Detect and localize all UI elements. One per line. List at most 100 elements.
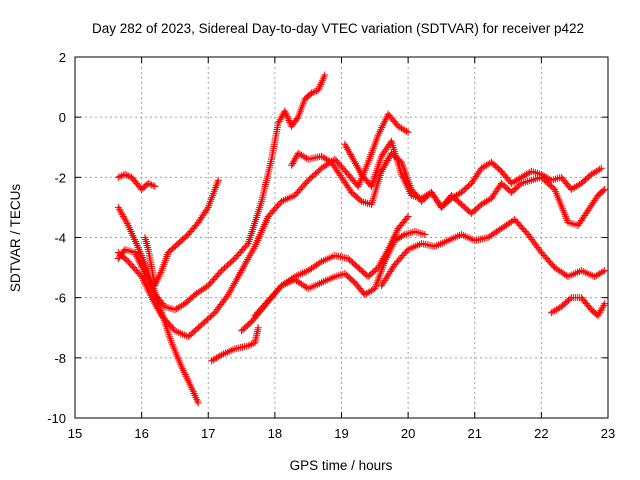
data-point: [149, 182, 157, 190]
data-point: [293, 115, 301, 123]
data-point: [148, 294, 156, 302]
data-point: [244, 342, 252, 350]
data-point: [115, 205, 123, 213]
data-point: [351, 159, 359, 167]
data-point: [379, 164, 387, 172]
data-point: [380, 278, 388, 286]
data-point: [119, 212, 127, 220]
data-point: [348, 154, 356, 162]
y-tick-label: -2: [54, 170, 66, 185]
x-tick-label: 19: [334, 426, 348, 441]
data-point: [352, 161, 360, 169]
data-point: [151, 182, 159, 190]
data-point: [601, 267, 609, 275]
data-point: [124, 172, 132, 180]
y-tick-label: -4: [54, 231, 66, 246]
data-point: [566, 295, 574, 303]
data-point: [151, 299, 159, 307]
data-point: [120, 214, 128, 222]
series-4: [141, 176, 222, 290]
data-point: [384, 155, 392, 163]
data-point: [156, 308, 164, 316]
data-point: [114, 173, 122, 181]
data-point: [248, 340, 256, 348]
data-point: [114, 203, 122, 211]
data-point: [378, 166, 386, 174]
data-point: [243, 241, 251, 249]
data-point: [599, 268, 607, 276]
series-3: [114, 71, 329, 314]
chart-title: Day 282 of 2023, Sidereal Day-to-day VTE…: [92, 21, 584, 36]
series-8: [251, 227, 429, 320]
x-tick-label: 16: [134, 426, 148, 441]
data-point: [213, 180, 221, 188]
data-point: [214, 178, 222, 186]
data-point: [566, 184, 574, 192]
data-point: [385, 269, 393, 277]
data-point: [123, 171, 131, 179]
axis-ticks: 15 16 17 18 19 20 21 22 23 -10 -8 -6 -4 -2 0 2: [47, 50, 615, 441]
data-point: [246, 341, 254, 349]
data-point: [203, 205, 211, 213]
data-point: [380, 162, 388, 170]
data-point: [404, 212, 412, 220]
data-point: [355, 167, 363, 175]
data-point: [360, 289, 368, 297]
data-point: [123, 220, 131, 228]
x-tick-label: 18: [268, 426, 282, 441]
y-tick-label: 0: [59, 110, 66, 125]
data-point: [389, 264, 397, 272]
data-point: [194, 399, 202, 407]
data-point: [421, 230, 429, 238]
y-tick-label: 2: [59, 50, 66, 65]
data-point: [387, 266, 395, 274]
data-points: [114, 71, 609, 407]
data-point: [254, 324, 262, 332]
y-tick-label: -8: [54, 351, 66, 366]
y-axis-label: SDTVAR / TECUs: [8, 184, 23, 293]
data-point: [399, 231, 407, 239]
x-tick-label: 17: [201, 426, 215, 441]
y-tick-label: -6: [54, 291, 66, 306]
x-tick-label: 15: [68, 426, 82, 441]
x-tick-label: 21: [468, 426, 482, 441]
data-point: [311, 88, 319, 96]
data-point: [597, 164, 605, 172]
data-point: [316, 259, 324, 267]
data-point: [308, 89, 316, 97]
data-point: [321, 71, 329, 79]
x-tick-label: 20: [401, 426, 415, 441]
data-point: [596, 165, 604, 173]
data-point: [216, 352, 224, 360]
data-point: [403, 214, 411, 222]
data-point: [309, 88, 317, 96]
data-point: [118, 172, 126, 180]
y-tick-label: -10: [47, 411, 66, 426]
data-point: [383, 273, 391, 281]
data-point: [384, 271, 392, 279]
data-point: [601, 300, 609, 308]
data-point: [116, 173, 124, 181]
data-point: [152, 301, 160, 309]
data-point: [153, 303, 161, 311]
data-point: [122, 218, 130, 226]
x-axis-label: GPS time / hours: [290, 458, 393, 473]
data-point: [353, 163, 361, 171]
data-point: [599, 187, 607, 195]
data-point: [383, 156, 391, 164]
data-point: [144, 179, 152, 187]
data-point: [150, 297, 158, 305]
data-point: [600, 301, 608, 309]
data-point: [601, 185, 609, 193]
data-point: [347, 152, 355, 160]
data-point: [402, 127, 410, 135]
data-point: [350, 158, 358, 166]
series-2: [114, 170, 159, 193]
data-point: [404, 128, 412, 136]
data-point: [214, 176, 222, 184]
series-12: [547, 294, 609, 320]
data-point: [116, 207, 124, 215]
data-point: [212, 184, 220, 192]
data-point: [212, 182, 220, 190]
data-point: [155, 306, 163, 314]
